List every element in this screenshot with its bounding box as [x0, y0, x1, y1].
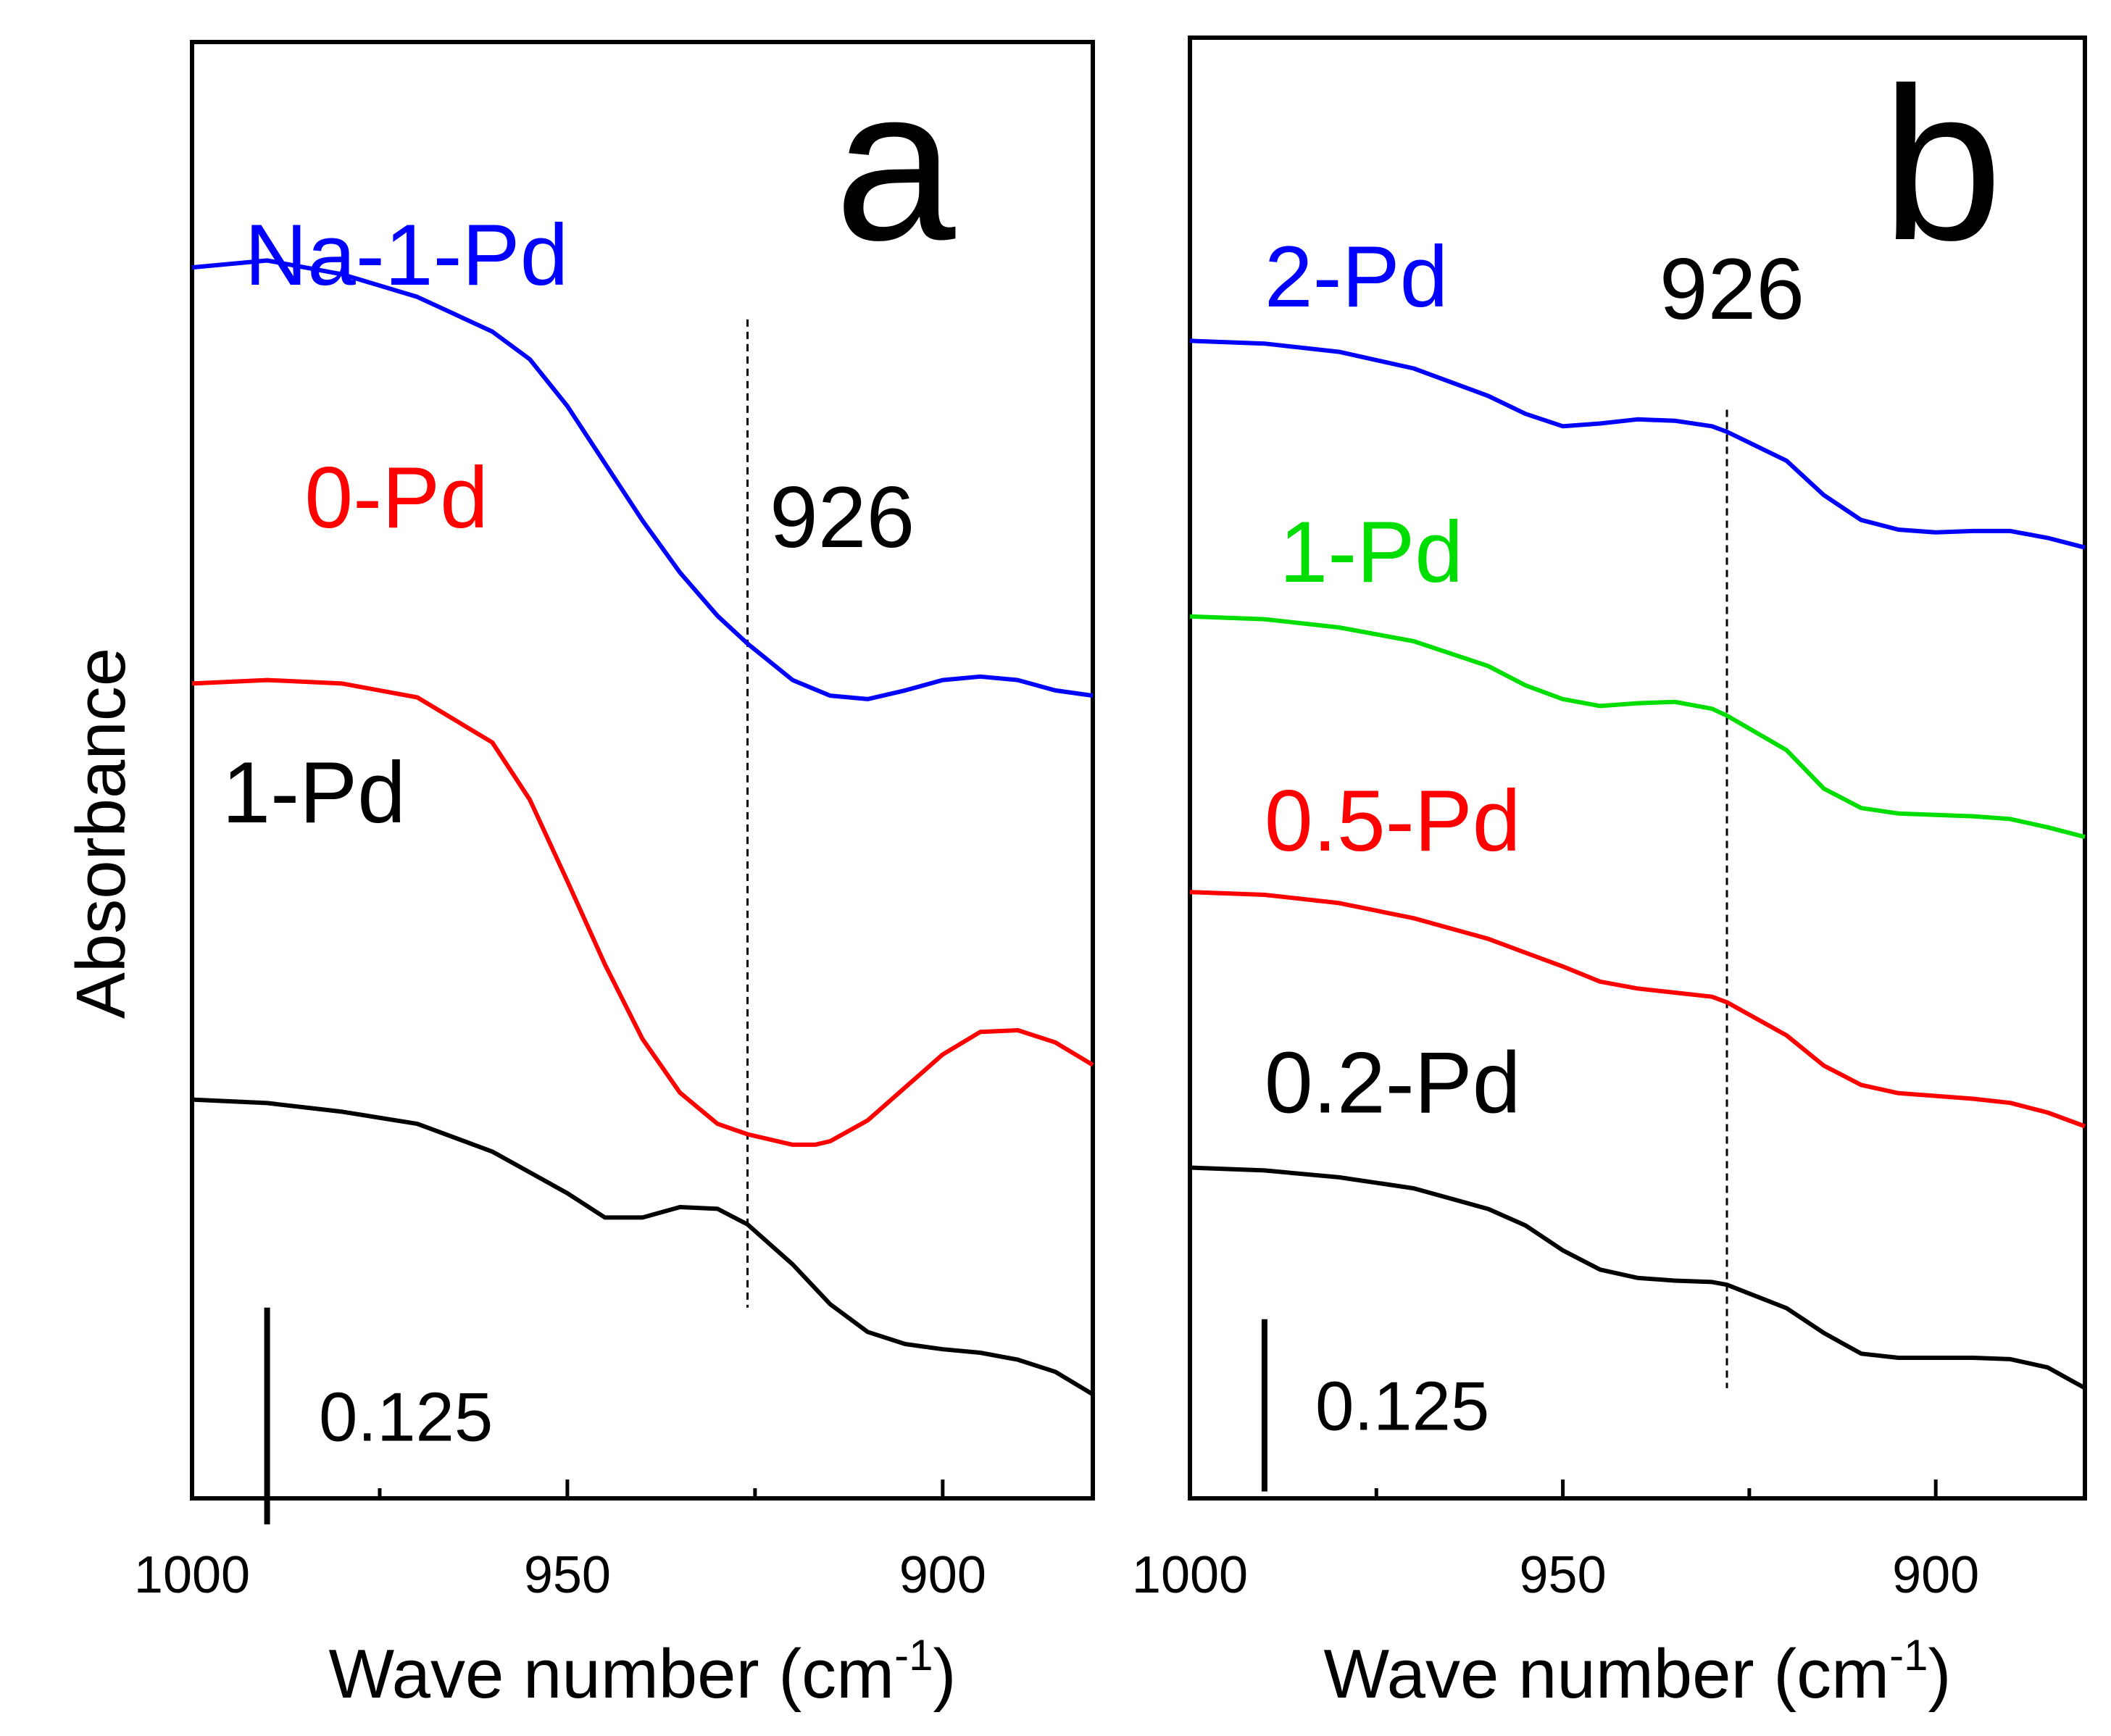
y-axis-title: Absorbance: [62, 648, 140, 1019]
x-tick-label: 1000: [1132, 1546, 1248, 1604]
series-label-0-pd: 0-Pd: [304, 449, 488, 546]
x-axis-title: Wave number (cm-1): [329, 1631, 957, 1713]
panel-letter: a: [835, 42, 957, 285]
series-label-na-1-pd: Na-1-Pd: [245, 206, 569, 304]
peak-label: 926: [770, 469, 915, 566]
series-label-0.2-pd: 0.2-Pd: [1265, 1034, 1521, 1131]
x-tick-label: 900: [1892, 1546, 1979, 1604]
x-tick-label: 1000: [134, 1546, 250, 1604]
series-label-0.5-pd: 0.5-Pd: [1265, 772, 1521, 869]
series-line-1-pd: [191, 1097, 1094, 1396]
series-line-0.5-pd: [1189, 890, 2086, 1129]
scale-bar-label: 0.125: [319, 1378, 493, 1456]
series-line-1-pd: [1189, 614, 2086, 840]
x-tick-label: 950: [1520, 1546, 1607, 1604]
series-line-0.2-pd: [1189, 1165, 2086, 1390]
panel-b: 1000 950 900 Wave number (cm-1) b 926 0.125 0.2…: [1132, 36, 2087, 1713]
plot-frame: [1188, 36, 2087, 1501]
scale-bar-label: 0.125: [1315, 1368, 1489, 1445]
peak-label: 926: [1660, 241, 1804, 338]
series-label-1-pd: 1-Pd: [222, 744, 405, 841]
series-line-0-pd: [191, 677, 1094, 1147]
series-line-2-pd: [1189, 338, 2086, 550]
panel-letter: b: [1882, 42, 2003, 285]
series-line-na-1-pd: [191, 258, 1094, 701]
x-tick-label: 900: [899, 1546, 986, 1604]
x-axis-title: Wave number (cm-1): [1324, 1631, 1952, 1713]
series-label-1-pd: 1-Pd: [1280, 504, 1463, 601]
x-tick-label: 950: [524, 1546, 611, 1604]
plot-frame: [190, 40, 1095, 1501]
series-label-2-pd: 2-Pd: [1265, 228, 1448, 325]
panel-a: 1000 950 900 Wave number (cm-1) a 926 0.125 1-P…: [134, 40, 1095, 1713]
